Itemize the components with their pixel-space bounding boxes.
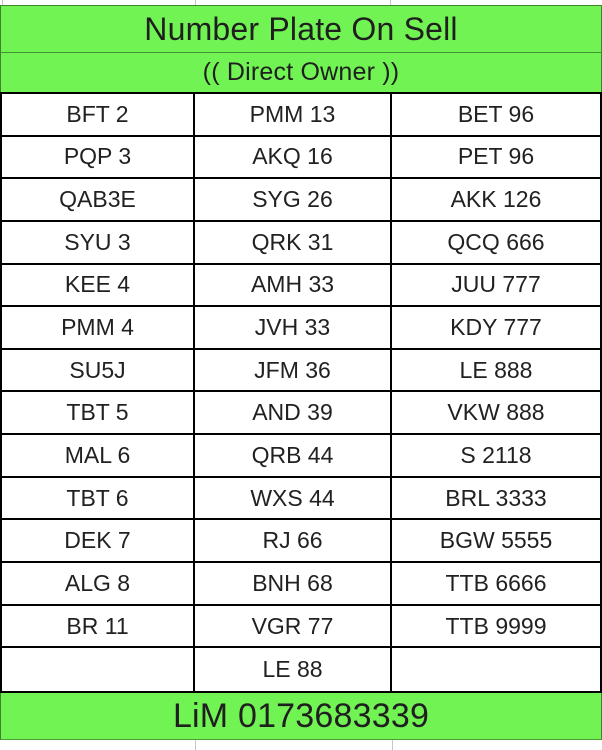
plate-cell: KDY 777 [392, 307, 600, 350]
gridline [195, 740, 196, 750]
page-title: Number Plate On Sell [0, 5, 602, 53]
plate-cell: TBT 6 [2, 477, 195, 521]
plate-cell: BR 11 [2, 605, 195, 649]
footer-contact: LiM 0173683339 [0, 693, 602, 740]
plate-cell: S 2118 [392, 435, 600, 478]
plate-cell: SYU 3 [2, 221, 195, 265]
top-spreadsheet-strip [0, 0, 602, 5]
plate-cell: VGR 77 [195, 605, 392, 649]
plate-cell: LE 88 [195, 648, 392, 691]
plate-cell [2, 648, 195, 691]
plate-cell: BNH 68 [195, 563, 392, 606]
plate-cell: JUU 777 [392, 265, 600, 308]
plate-cell: AKQ 16 [195, 136, 392, 180]
plate-cell: PMM 13 [195, 94, 392, 137]
page-subtitle: (( Direct Owner )) [0, 53, 602, 92]
plate-cell: SYG 26 [195, 179, 392, 222]
plate-cell: PMM 4 [2, 307, 195, 350]
plate-cell: JVH 33 [195, 307, 392, 350]
plate-cell: AMH 33 [195, 264, 392, 308]
gridline [195, 0, 196, 5]
plate-cell: QRK 31 [195, 221, 392, 265]
plate-cell: LE 888 [392, 350, 600, 393]
plate-cell: AND 39 [195, 392, 392, 436]
plate-cell: ALG 8 [2, 563, 195, 606]
plate-cell: VKW 888 [392, 392, 600, 436]
plate-cell: TBT 5 [2, 392, 195, 436]
plate-cell: DEK 7 [2, 520, 195, 564]
plate-cell: TTB 6666 [392, 563, 600, 606]
plate-cell: JFM 36 [195, 349, 392, 393]
bottom-spreadsheet-strip [0, 740, 602, 750]
plate-cell: RJ 66 [195, 520, 392, 564]
plate-cell: MAL 6 [2, 435, 195, 478]
plate-cell: SU5J [2, 349, 195, 393]
plate-cell: WXS 44 [195, 477, 392, 521]
plate-cell: KEE 4 [2, 264, 195, 308]
plate-cell: BFT 2 [2, 94, 195, 137]
plate-cell: BET 96 [392, 94, 600, 137]
plate-cell: QRB 44 [195, 435, 392, 478]
gridline [390, 0, 391, 5]
plate-cell: AKK 126 [392, 179, 600, 222]
plate-cell: BGW 5555 [392, 520, 600, 564]
plate-cell: QCQ 666 [392, 222, 600, 265]
plate-cell: PET 96 [392, 137, 600, 180]
gridline [2, 0, 3, 5]
plate-cell [392, 648, 600, 691]
plates-table: BFT 2 PMM 13 BET 96 PQP 3 AKQ 16 PET 96 QAB3E S… [0, 92, 602, 693]
plate-cell: TTB 9999 [392, 606, 600, 649]
plate-cell: PQP 3 [2, 136, 195, 180]
plate-cell: QAB3E [2, 179, 195, 222]
plate-cell: BRL 3333 [392, 478, 600, 521]
gridline [392, 740, 393, 750]
